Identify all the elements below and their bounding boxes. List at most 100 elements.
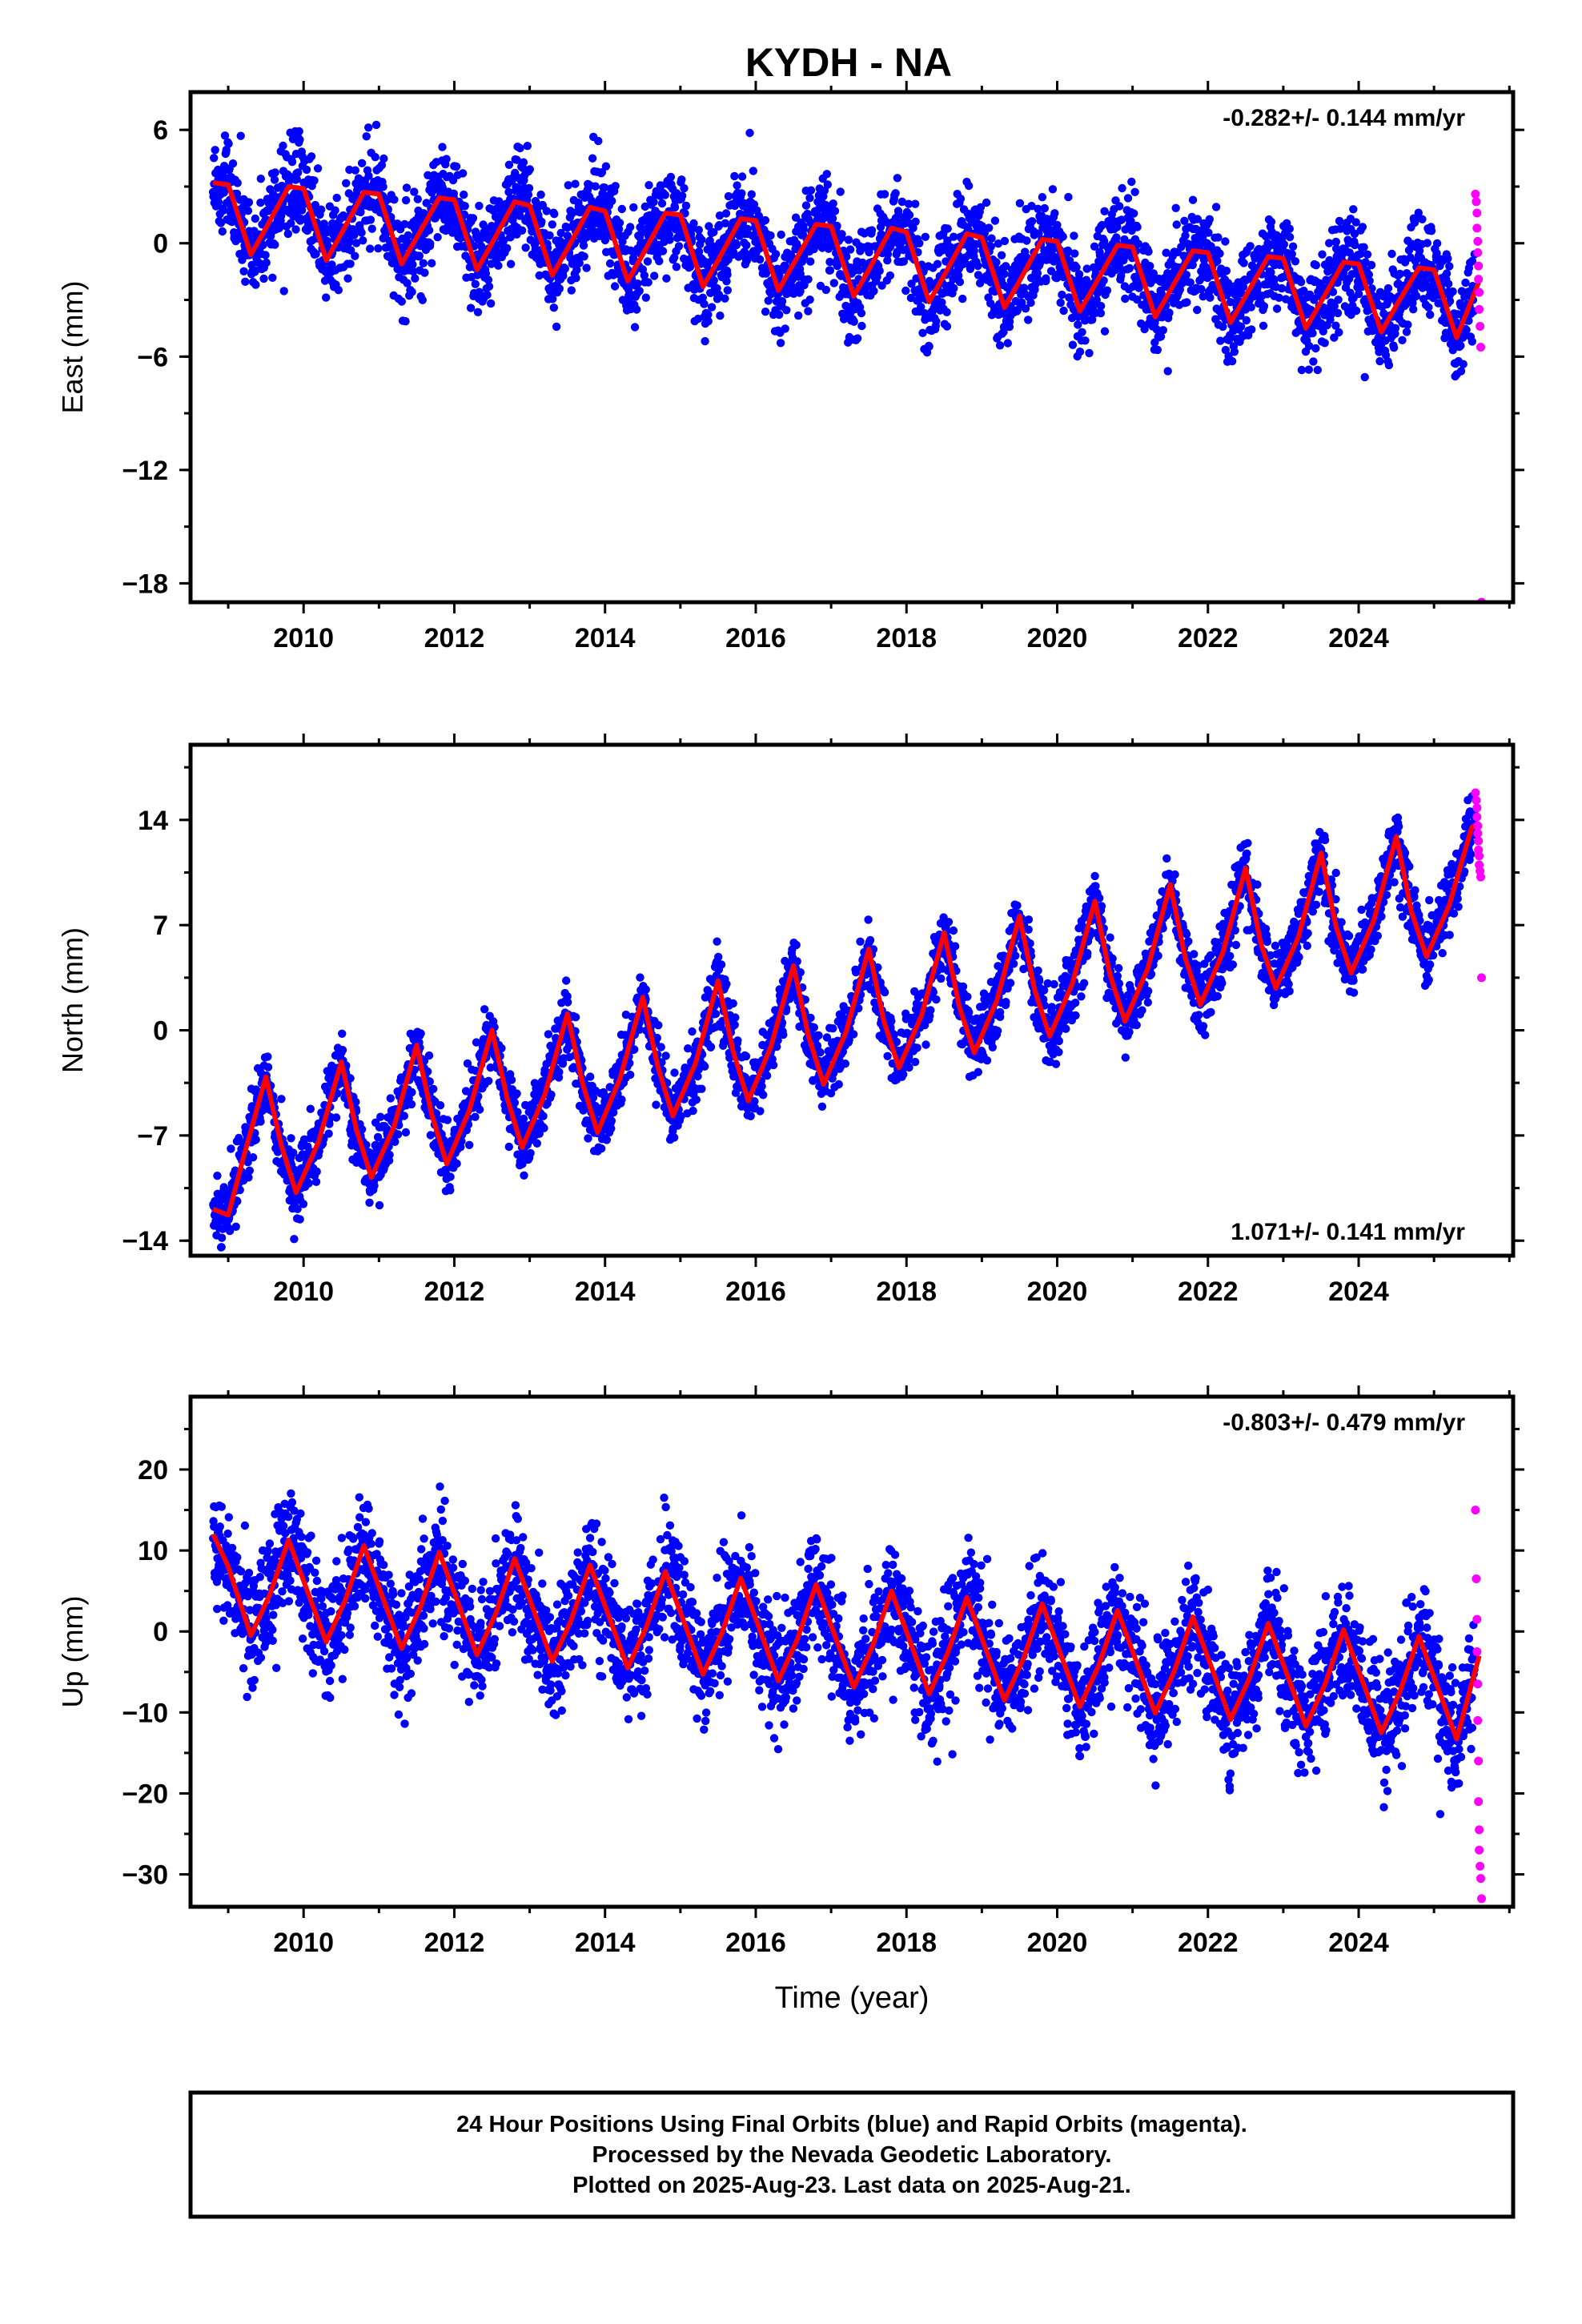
final-orbit-point (857, 308, 866, 318)
final-orbit-point (1024, 316, 1033, 324)
final-orbit-point (416, 1029, 425, 1038)
final-orbit-point (1072, 263, 1081, 272)
final-orbit-point (901, 286, 910, 296)
final-orbit-point (709, 227, 718, 237)
final-orbit-point (1285, 232, 1295, 242)
final-orbit-point (366, 215, 375, 224)
final-orbit-point (600, 183, 609, 192)
final-orbit-point (1287, 250, 1296, 259)
final-orbit-point (1319, 327, 1328, 336)
final-orbit-point (1118, 183, 1126, 193)
final-orbit-point (295, 127, 303, 136)
final-orbit-point (932, 317, 941, 326)
final-orbit-point (303, 1142, 312, 1151)
x-tick-label: 2022 (1178, 623, 1239, 653)
final-orbit-point (1090, 242, 1099, 251)
final-orbit-point (294, 168, 303, 177)
final-orbit-point (615, 219, 624, 227)
final-orbit-point (1222, 267, 1231, 275)
final-orbit-point (410, 187, 419, 196)
final-orbit-point (556, 228, 565, 238)
final-orbit-point (749, 167, 757, 175)
final-orbit-point (1092, 296, 1101, 304)
final-orbit-point (1308, 328, 1317, 338)
final-orbit-point (210, 154, 219, 163)
final-orbit-point (418, 296, 427, 304)
final-orbit-point (279, 287, 288, 296)
final-orbit-point (458, 169, 468, 178)
final-orbit-point (256, 1117, 265, 1126)
final-orbit-point (217, 1243, 226, 1252)
final-orbit-point (1204, 228, 1213, 237)
final-orbit-point (707, 303, 717, 312)
final-orbit-point (883, 256, 892, 265)
final-orbit-point (715, 211, 725, 220)
final-orbit-point (227, 1144, 235, 1153)
final-orbit-point (351, 251, 359, 260)
final-orbit-point (1186, 278, 1195, 287)
final-orbit-point (1038, 193, 1047, 202)
final-orbit-point (657, 199, 667, 208)
final-orbit-point (233, 179, 242, 187)
final-orbit-point (411, 274, 420, 283)
x-tick-label: 2012 (424, 623, 485, 653)
final-orbit-point (1297, 365, 1307, 375)
final-orbit-point (970, 247, 978, 255)
rapid-orbit-point (1472, 223, 1482, 233)
final-orbit-point (586, 1072, 595, 1081)
final-orbit-point (475, 1105, 484, 1114)
final-orbit-point (899, 257, 909, 266)
final-orbit-point (633, 279, 642, 288)
final-orbit-point (1334, 296, 1343, 304)
final-orbit-point (880, 190, 889, 199)
final-orbit-point (1448, 287, 1457, 296)
final-orbit-point (371, 120, 381, 130)
final-orbit-point (1125, 263, 1134, 273)
y-tick-label: 0 (153, 229, 168, 259)
final-orbit-point (1121, 294, 1130, 304)
final-orbit-point (995, 341, 1005, 350)
final-orbit-point (997, 251, 1006, 259)
final-orbit-point (1188, 195, 1198, 204)
final-orbit-point (918, 328, 927, 337)
final-orbit-point (1330, 302, 1339, 311)
final-orbit-point (1040, 203, 1050, 213)
final-orbit-point (1443, 254, 1452, 263)
final-orbit-point (845, 245, 855, 254)
final-orbit-point (228, 159, 238, 168)
final-orbit-point (494, 261, 503, 270)
final-orbit-point (251, 266, 260, 275)
final-orbit-point (575, 259, 584, 267)
final-orbit-point (1165, 308, 1174, 317)
final-orbit-point (796, 287, 805, 296)
final-orbit-point (379, 154, 388, 163)
final-orbit-point (322, 293, 331, 302)
figure-title: KYDH - NA (745, 40, 952, 85)
final-orbit-point (1291, 257, 1300, 266)
final-orbit-point (1144, 247, 1153, 256)
final-orbit-point (582, 263, 591, 272)
final-orbit-point (1409, 305, 1418, 314)
final-orbit-point (1130, 187, 1139, 196)
final-orbit-point (1351, 240, 1359, 250)
rate-annotation: -0.282+/- 0.144 mm/yr (1223, 105, 1465, 131)
final-orbit-point (503, 243, 512, 253)
final-orbit-point (351, 166, 359, 175)
final-orbit-point (346, 1074, 355, 1083)
final-orbit-point (292, 175, 301, 183)
plot-area (209, 788, 1486, 1252)
final-orbit-point (1375, 356, 1384, 366)
final-orbit-point (1070, 249, 1079, 258)
final-orbit-point (290, 1235, 299, 1244)
final-orbit-point (259, 240, 267, 250)
final-orbit-point (905, 211, 914, 219)
final-orbit-point (893, 174, 902, 183)
x-tick-label: 2010 (273, 623, 334, 653)
final-orbit-point (607, 1116, 616, 1125)
final-orbit-point (312, 1167, 321, 1176)
final-orbit-point (601, 162, 611, 171)
final-orbit-point (1096, 308, 1106, 318)
final-orbit-point (1056, 298, 1065, 308)
final-orbit-point (822, 170, 832, 179)
final-orbit-point (477, 242, 486, 251)
